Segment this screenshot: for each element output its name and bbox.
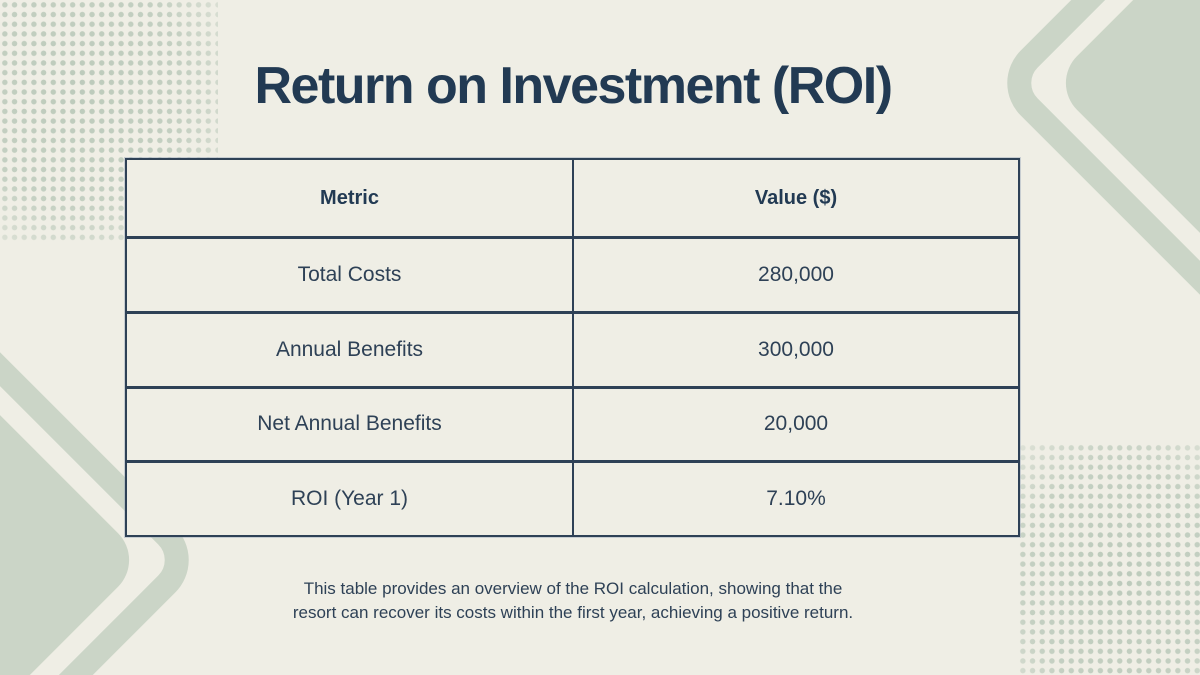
caption-line-2: resort can recover its costs within the … [292,603,854,622]
metric-cell: Total Costs [127,239,574,311]
table-row: Net Annual Benefits 20,000 [127,385,1018,461]
value-cell: 20,000 [763,412,829,436]
header-cell-value: Value ($) [754,186,838,209]
caption-line-1: This table provides an overview of the R… [303,579,843,598]
table-row: ROI (Year 1) 7.10% [127,460,1018,535]
metric-cell: ROI (Year 1) [127,463,574,535]
table-header-row: Metric Value ($) [127,160,1018,236]
slide-title: Return on Investment (ROI) [254,57,893,115]
value-cell: 300,000 [758,337,834,361]
table-row: Annual Benefits 300,000 [127,310,1018,386]
halftone-dots-bottom-right-icon [1018,443,1200,675]
metric-cell: Annual Benefits [127,313,574,386]
metric-cell: Net Annual Benefits [127,388,574,461]
table-row: Total Costs 280,000 [127,236,1018,311]
header-cell-metric: Metric [127,160,574,236]
value-cell: 7.10% [766,487,826,511]
roi-table: Metric Value ($) Total Costs 280,000 Ann… [125,158,1020,537]
value-cell: 280,000 [758,262,834,286]
slide-caption: This table provides an overview of the R… [203,577,943,625]
